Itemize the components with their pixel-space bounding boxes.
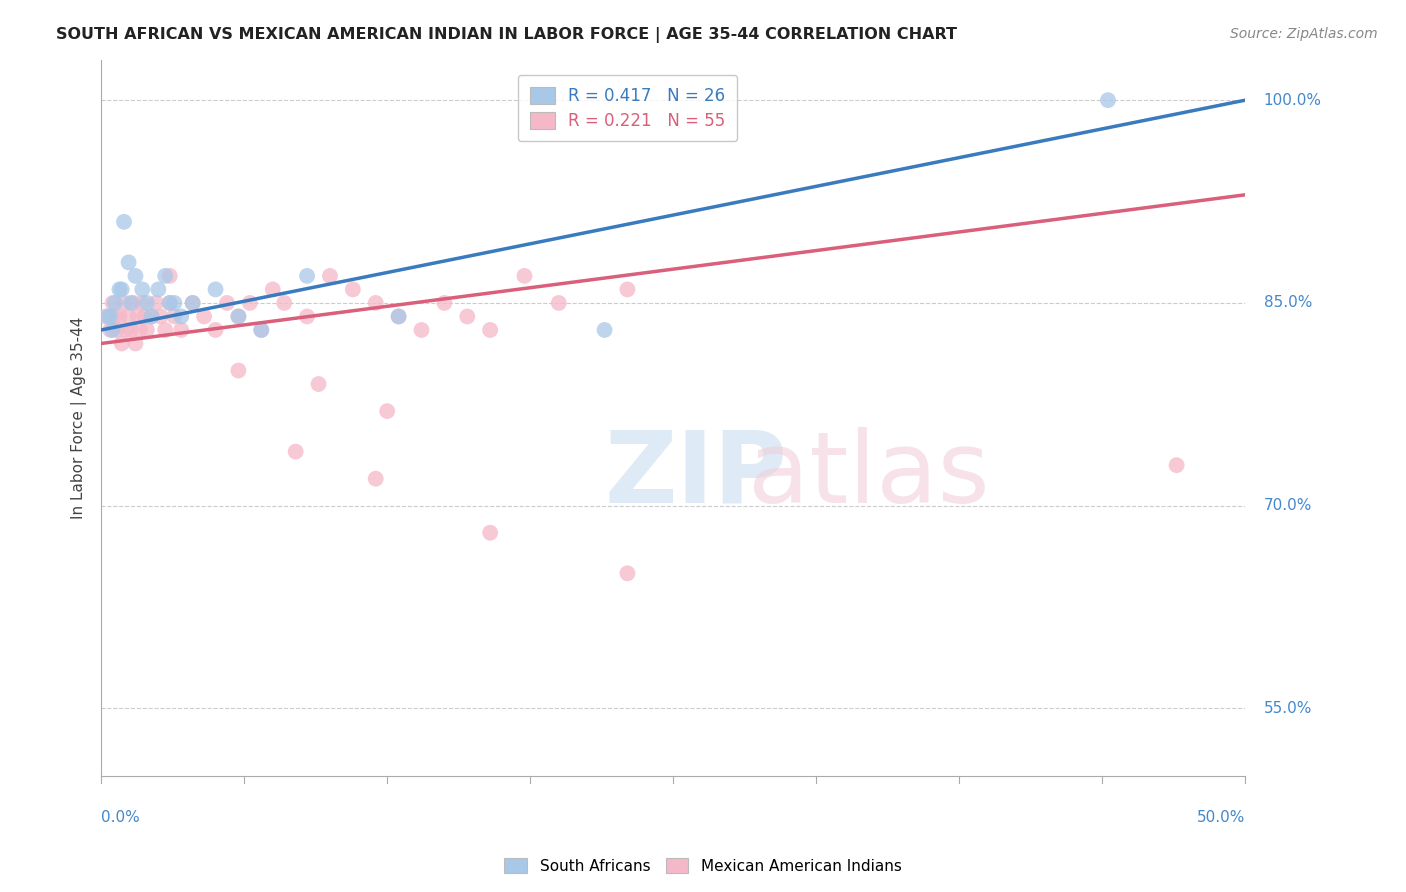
Point [204,323,226,337]
Point [153,323,176,337]
Point [375,404,398,418]
Point [163,296,186,310]
Point [411,323,433,337]
Point [262,282,284,296]
Point [616,566,638,581]
Point [228,310,250,324]
Point [159,296,181,310]
Point [111,336,134,351]
Point [101,296,124,310]
Point [98,323,121,337]
Point [433,296,456,310]
Point [342,282,364,296]
Point [134,310,156,324]
Point [97,310,120,324]
Point [193,310,215,324]
Point [124,336,146,351]
Text: 55.0%: 55.0% [1264,701,1312,716]
Point [131,296,153,310]
Point [388,310,411,324]
Point [148,282,170,296]
Point [108,310,131,324]
Text: 85.0%: 85.0% [1264,295,1312,310]
Point [124,268,146,283]
Point [120,323,142,337]
Point [215,296,238,310]
Point [145,296,167,310]
Text: 70.0%: 70.0% [1264,499,1312,513]
Point [101,323,124,337]
Point [228,310,250,324]
Point [250,323,273,337]
Point [159,268,181,283]
Text: ZIP: ZIP [605,426,787,524]
Point [1097,93,1119,107]
Text: atlas: atlas [748,426,990,524]
Y-axis label: In Labor Force | Age 35-44: In Labor Force | Age 35-44 [72,317,87,519]
Point [129,323,152,337]
Point [239,296,262,310]
Point [388,310,411,324]
Point [181,296,204,310]
Point [250,323,273,337]
Point [163,310,186,324]
Point [131,282,153,296]
Point [94,310,117,324]
Text: 0.0%: 0.0% [101,810,139,825]
Point [295,310,318,324]
Point [122,296,145,310]
Point [616,282,638,296]
Point [204,282,226,296]
Point [479,323,502,337]
Point [120,296,142,310]
Point [547,296,569,310]
Point [284,444,307,458]
Point [105,323,128,337]
Point [364,296,387,310]
Point [181,296,204,310]
Point [112,215,135,229]
Point [112,296,135,310]
Point [135,323,157,337]
Point [228,363,250,377]
Point [479,525,502,540]
Point [108,282,131,296]
Text: SOUTH AFRICAN VS MEXICAN AMERICAN INDIAN IN LABOR FORCE | AGE 35-44 CORRELATION : SOUTH AFRICAN VS MEXICAN AMERICAN INDIAN… [56,27,957,43]
Point [170,323,193,337]
Point [593,323,616,337]
Point [1166,458,1188,472]
Point [295,268,318,283]
Point [104,310,127,324]
Point [127,310,149,324]
Text: Source: ZipAtlas.com: Source: ZipAtlas.com [1230,27,1378,41]
Point [149,310,172,324]
Point [115,323,138,337]
Point [159,296,181,310]
Point [111,282,134,296]
Point [135,296,157,310]
Legend: R = 0.417   N = 26, R = 0.221   N = 55: R = 0.417 N = 26, R = 0.221 N = 55 [517,75,737,142]
Point [141,310,163,324]
Point [308,377,330,392]
Point [104,296,127,310]
Text: 100.0%: 100.0% [1264,93,1322,108]
Point [98,310,121,324]
Point [153,268,176,283]
Point [117,310,139,324]
Point [141,310,163,324]
Point [364,472,387,486]
Point [513,268,536,283]
Point [456,310,478,324]
Point [117,255,139,269]
Point [273,296,295,310]
Text: 50.0%: 50.0% [1197,810,1246,825]
Point [319,268,342,283]
Legend: South Africans, Mexican American Indians: South Africans, Mexican American Indians [498,852,908,880]
Point [170,310,193,324]
